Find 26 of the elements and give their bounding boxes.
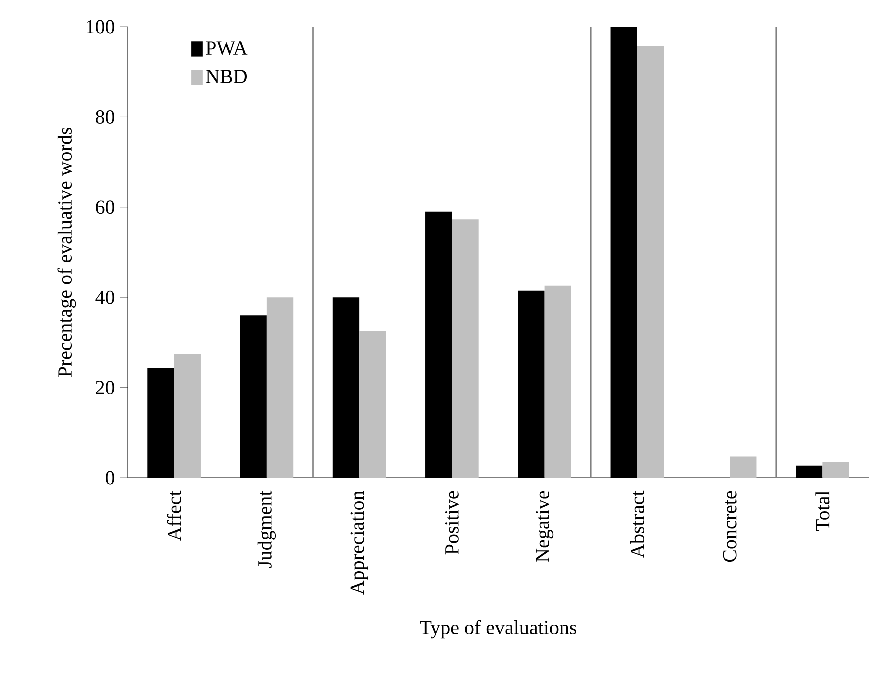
x-tick-label: Positive [445, 491, 459, 555]
bar [637, 46, 664, 478]
x-tick-label: Total [816, 491, 830, 532]
bar [822, 462, 850, 478]
x-tick-label: Judgment [258, 490, 276, 568]
bar [452, 220, 479, 478]
legend-label: PWA [206, 42, 248, 56]
bar [266, 298, 294, 478]
bar [730, 456, 757, 478]
y-tick-label: 40 [96, 290, 115, 304]
x-tick-label: Negative [536, 491, 554, 562]
legend-label: NBD [206, 70, 248, 84]
x-tick-label: Affect [167, 490, 182, 542]
y-tick-label: 60 [96, 200, 115, 214]
x-tick-label: Abstract [630, 490, 644, 558]
x-tick-label: Appreciation [350, 490, 368, 595]
bar [544, 286, 572, 478]
y-tick-label: 100 [87, 20, 115, 34]
x-axis-title: Type of evaluations [420, 620, 577, 639]
y-tick-label: 80 [96, 110, 115, 124]
x-tick-label: Concrete [723, 491, 737, 562]
y-tick-label: 0 [106, 471, 115, 485]
bar [174, 354, 201, 478]
y-axis-title: Precentage of evaluative words [58, 128, 76, 378]
y-tick-label: 20 [96, 381, 115, 395]
bar [360, 331, 386, 478]
